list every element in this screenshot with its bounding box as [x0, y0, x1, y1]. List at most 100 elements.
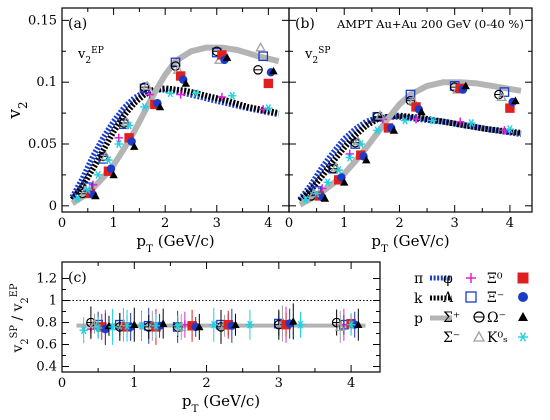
a-point [217, 92, 227, 102]
c-point-arm [95, 324, 101, 332]
b-series-0 [317, 115, 509, 193]
b-plot-area [297, 79, 522, 208]
legend-swatch-box [517, 272, 529, 284]
b-point-arm [358, 140, 364, 148]
c-point [296, 320, 305, 329]
c-point-tri [289, 317, 298, 325]
c-point [334, 321, 346, 331]
legend-swatch [517, 272, 529, 284]
a-ytick-label: 0.05 [28, 137, 57, 152]
b-point [505, 125, 515, 134]
a-point-tri [91, 191, 100, 200]
b-point-tri [417, 107, 426, 116]
c-point [122, 321, 132, 330]
b-series-6 [320, 81, 520, 202]
b-point-arm [429, 116, 436, 125]
legend-swatch-box [465, 291, 477, 303]
legend-swatch [466, 273, 476, 283]
a-point [141, 80, 153, 90]
a-point-tri [255, 42, 266, 52]
a-series-6 [91, 53, 278, 200]
legend-entry: k [414, 291, 452, 307]
legend-swatch [473, 311, 485, 323]
a-xtick-label: 0 [58, 216, 66, 231]
b-point-tri [496, 91, 507, 102]
c-point-arm [211, 320, 217, 329]
c-point-arm [174, 321, 181, 330]
c-xtick-label: 4 [347, 376, 355, 391]
c-point [289, 317, 298, 325]
b-point [301, 195, 310, 204]
legend-entry: Σ⁺ [443, 310, 485, 326]
a-x-axis-label-part: T [146, 243, 153, 255]
a-panel-label: (a) [68, 16, 87, 32]
c-point-arm [124, 321, 130, 330]
a-point [259, 105, 268, 114]
c-point-tri [89, 318, 100, 328]
c-point-tri [231, 320, 240, 329]
panel-a-y-axis-label: v2 [5, 101, 30, 119]
legend-label: Ξ⁻ [487, 290, 504, 306]
a-point [88, 180, 98, 189]
panel-c-y-axis-label-part: v [10, 303, 26, 312]
a-point [222, 53, 232, 61]
panel-c-y-axis-label-part: EP [9, 283, 20, 297]
b-point [456, 117, 465, 126]
b-point [417, 107, 426, 116]
panel-a-y-axis-label-part: 2 [16, 101, 30, 109]
b-point-arm [507, 125, 513, 134]
legend-swatch-dot [518, 292, 528, 302]
panel-c-y-axis-label-part: 2 [20, 297, 31, 303]
c-point-arm [80, 326, 87, 335]
a-point-tri [269, 66, 278, 75]
a-point [228, 91, 237, 100]
c-xtick-label: 1 [130, 376, 138, 391]
b-point-tri [320, 194, 330, 202]
a-point [263, 78, 274, 89]
a-point [253, 65, 263, 75]
c-point [173, 321, 182, 330]
a-point [114, 140, 123, 148]
c-x-axis-label-part: (GeV/c) [199, 392, 261, 410]
b-point [334, 165, 343, 174]
a-point [258, 51, 269, 62]
a-point-arm [116, 140, 122, 148]
legend-swatch [518, 292, 528, 302]
c-x-axis-label-part: p [182, 392, 192, 410]
a-point-box [263, 78, 274, 89]
a-point-tri [155, 102, 165, 111]
a-point [93, 170, 103, 179]
legend-swatch-tri [518, 312, 528, 321]
c-x-axis-label: pT (GeV/c) [182, 392, 260, 415]
b-point-arm [347, 153, 353, 162]
legend-label: K⁰ₛ [487, 330, 508, 346]
c-point-tri [195, 322, 204, 331]
b-panel-label: (b) [295, 16, 315, 32]
a-xtick-label: 1 [109, 216, 117, 231]
b-xtick-label: 1 [340, 216, 348, 231]
b-point [496, 91, 507, 102]
legend-swatch-tri [472, 330, 486, 342]
b-point-box [405, 89, 416, 100]
b-point-arm [335, 165, 342, 174]
b-x-axis-label-part: (GeV/c) [388, 232, 450, 250]
legend-entry: Λ [442, 290, 477, 306]
b-point-box [499, 87, 510, 97]
a-point-arm [74, 194, 81, 203]
b-point [500, 126, 509, 135]
c-point [245, 320, 255, 329]
b-point [330, 161, 342, 172]
a-point-arm [193, 89, 199, 98]
a-point-arm [167, 89, 174, 98]
b-point [340, 178, 349, 186]
a-point-tri [130, 142, 139, 150]
c-point-arm [348, 320, 354, 329]
c-panel-label: (c) [68, 270, 87, 286]
c-ytick-label: 0.8 [36, 316, 57, 331]
b-xtick-label: 0 [285, 216, 293, 231]
a-point-tri [109, 170, 118, 179]
panel-c-y-axis-label-part: / [10, 311, 26, 325]
panel-c: 0 1 2 3 4 0.4 0.6 0.8 1 1.2 (c) pT (GeV/c) [36, 261, 381, 415]
a-annotation-part: 2 [85, 56, 91, 66]
a-point [191, 89, 201, 98]
